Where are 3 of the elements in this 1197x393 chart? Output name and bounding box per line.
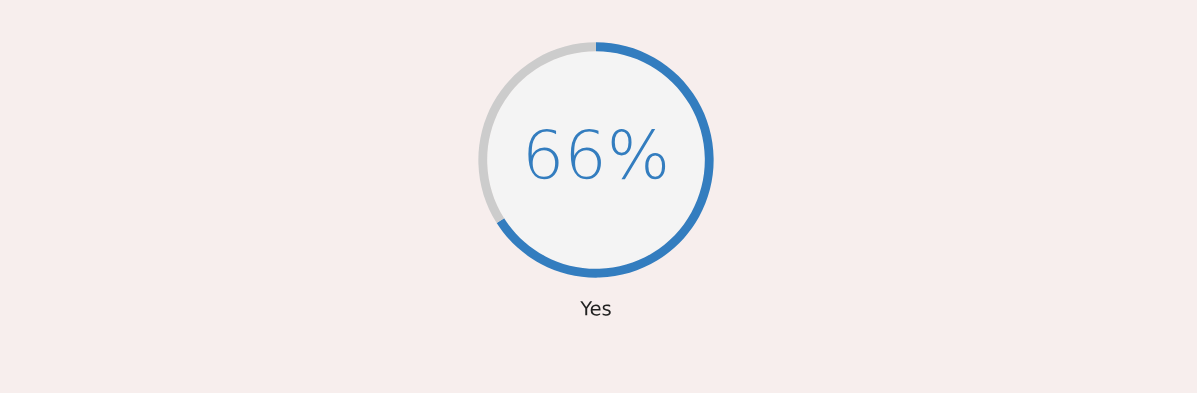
donut-slice [496, 42, 714, 278]
slice-label: Yes [580, 301, 611, 316]
data-label: 66% [528, 128, 666, 180]
